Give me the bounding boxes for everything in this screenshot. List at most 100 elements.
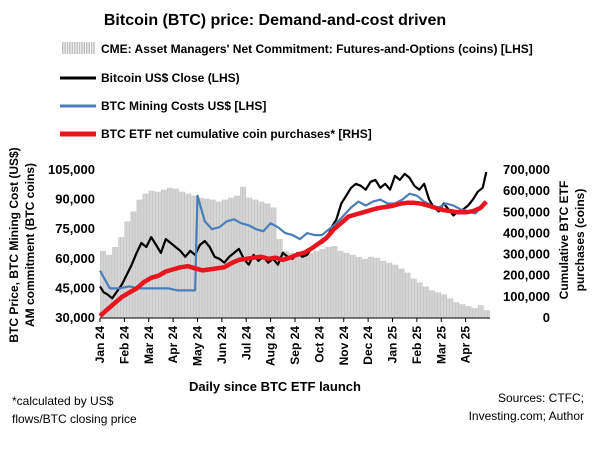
am-commitment-bar xyxy=(401,268,403,318)
legend-item: Bitcoin US$ Close (LHS) xyxy=(60,71,240,85)
legend-swatch-bar xyxy=(76,42,78,54)
am-commitment-bar xyxy=(358,256,361,318)
am-commitment-bar xyxy=(176,188,178,318)
am-commitment-bar xyxy=(214,199,216,318)
legend-swatch-bar xyxy=(81,42,83,54)
am-commitment-bar xyxy=(223,199,225,318)
am-commitment-bar xyxy=(281,239,283,318)
footnote: *calculated by US$ flows/BTC closing pric… xyxy=(12,394,137,426)
am-commitment-bar xyxy=(121,237,123,318)
am-commitment-bar xyxy=(488,310,490,318)
am-commitment-bar xyxy=(380,260,382,318)
legend-label: Bitcoin US$ Close (LHS) xyxy=(101,71,240,85)
x-tick-label: Feb 24 xyxy=(117,326,131,364)
am-commitment-bar xyxy=(157,191,160,318)
am-commitment-bar xyxy=(413,278,416,318)
am-commitment-bar xyxy=(458,302,460,318)
am-commitment-bar xyxy=(167,187,169,318)
am-commitment-bar xyxy=(368,256,370,318)
legend-swatch-bar xyxy=(74,42,76,54)
right-axis-ticks: 0 100,000 200,000 300,000 400,000 500,000 600,… xyxy=(503,162,550,325)
am-commitment-bar xyxy=(464,304,466,318)
am-commitment-bar xyxy=(381,260,384,318)
legend-label: CME: Asset Managers' Net Commitment: Fut… xyxy=(101,42,533,56)
am-commitment-bar xyxy=(311,252,314,318)
am-commitment-bar xyxy=(208,198,210,318)
am-commitment-bar xyxy=(435,292,437,318)
am-commitment-bar xyxy=(406,272,408,318)
am-commitment-bar xyxy=(453,302,455,318)
am-commitment-bar xyxy=(328,246,330,318)
am-commitment-bar xyxy=(113,246,116,318)
am-commitment-bar xyxy=(229,197,231,318)
am-commitment-bar xyxy=(375,257,378,318)
am-commitment-bar xyxy=(112,246,114,318)
am-commitment-bar xyxy=(479,305,481,318)
am-commitment-bar xyxy=(387,262,390,318)
am-commitment-bar xyxy=(199,197,201,318)
am-commitment-bar xyxy=(424,286,426,318)
x-axis-label: Daily since BTC ETF launch xyxy=(189,379,361,394)
am-commitment-bar xyxy=(133,211,135,318)
am-commitment-bar xyxy=(142,193,144,318)
left-tick-label: 60,000 xyxy=(55,251,95,266)
legend-label: BTC ETF net cumulative coin purchases* [… xyxy=(101,127,372,141)
right-tick-label: 500,000 xyxy=(503,204,550,219)
am-commitment-bar xyxy=(231,197,233,318)
am-commitment-bar xyxy=(310,252,312,318)
am-commitment-bar xyxy=(461,304,463,318)
am-commitment-bar xyxy=(480,305,483,318)
am-commitment-bar xyxy=(392,264,394,318)
am-commitment-bar xyxy=(147,193,149,318)
am-commitment-bar xyxy=(212,199,215,318)
am-commitment-bar xyxy=(363,258,365,318)
am-commitment-bar xyxy=(148,190,151,318)
am-commitment-bar xyxy=(163,189,166,318)
am-commitment-bar xyxy=(415,278,417,318)
am-commitment-bar xyxy=(106,254,108,318)
am-commitment-bar xyxy=(153,190,155,318)
am-commitment-bar xyxy=(293,252,295,318)
am-commitment-bar xyxy=(377,257,379,318)
am-commitment-bar xyxy=(355,256,358,318)
am-commitment-bar xyxy=(439,292,442,318)
am-commitment-bar xyxy=(209,199,211,318)
am-commitment-bar xyxy=(339,250,341,318)
x-tick-label: May 24 xyxy=(191,326,205,366)
am-commitment-bar xyxy=(295,254,297,318)
x-tick-label: Jan 25 xyxy=(386,326,400,364)
am-commitment-bar xyxy=(282,250,285,318)
am-commitment-bar xyxy=(465,306,467,318)
am-commitment-bar xyxy=(371,256,373,318)
am-commitment-bar xyxy=(291,252,294,318)
am-commitment-bar xyxy=(273,207,275,318)
am-commitment-bar xyxy=(145,193,148,318)
x-tick-label: Oct 24 xyxy=(312,326,326,363)
am-commitment-bar xyxy=(429,290,431,318)
am-commitment-bar xyxy=(427,286,429,318)
am-commitment-bar xyxy=(244,186,247,318)
x-tick-label: Jul 24 xyxy=(239,326,253,360)
am-commitment-bar xyxy=(122,237,125,318)
am-commitment-bar xyxy=(348,252,350,318)
am-commitment-bar xyxy=(354,254,356,318)
am-commitment-bar xyxy=(170,187,172,318)
am-commitment-bar xyxy=(103,250,105,318)
am-commitment-bar xyxy=(206,198,208,318)
am-commitment-bar xyxy=(301,253,303,318)
legend-swatch-bar xyxy=(90,42,93,54)
am-commitment-bar xyxy=(362,258,364,318)
legend-swatch-bar xyxy=(78,42,81,54)
am-commitment-bar xyxy=(454,302,457,318)
plot-area xyxy=(98,170,490,319)
am-commitment-bar xyxy=(426,286,428,318)
am-commitment-bar xyxy=(160,189,163,318)
legend-swatch-bar xyxy=(69,42,71,54)
x-tick-label: Jan 24 xyxy=(93,326,107,364)
am-commitment-bar xyxy=(395,264,397,318)
am-commitment-bar xyxy=(211,199,213,318)
am-commitment-bar xyxy=(217,201,219,318)
am-commitment-bar xyxy=(390,262,393,318)
am-commitment-bar xyxy=(444,294,446,318)
am-commitment-bar xyxy=(476,308,478,318)
